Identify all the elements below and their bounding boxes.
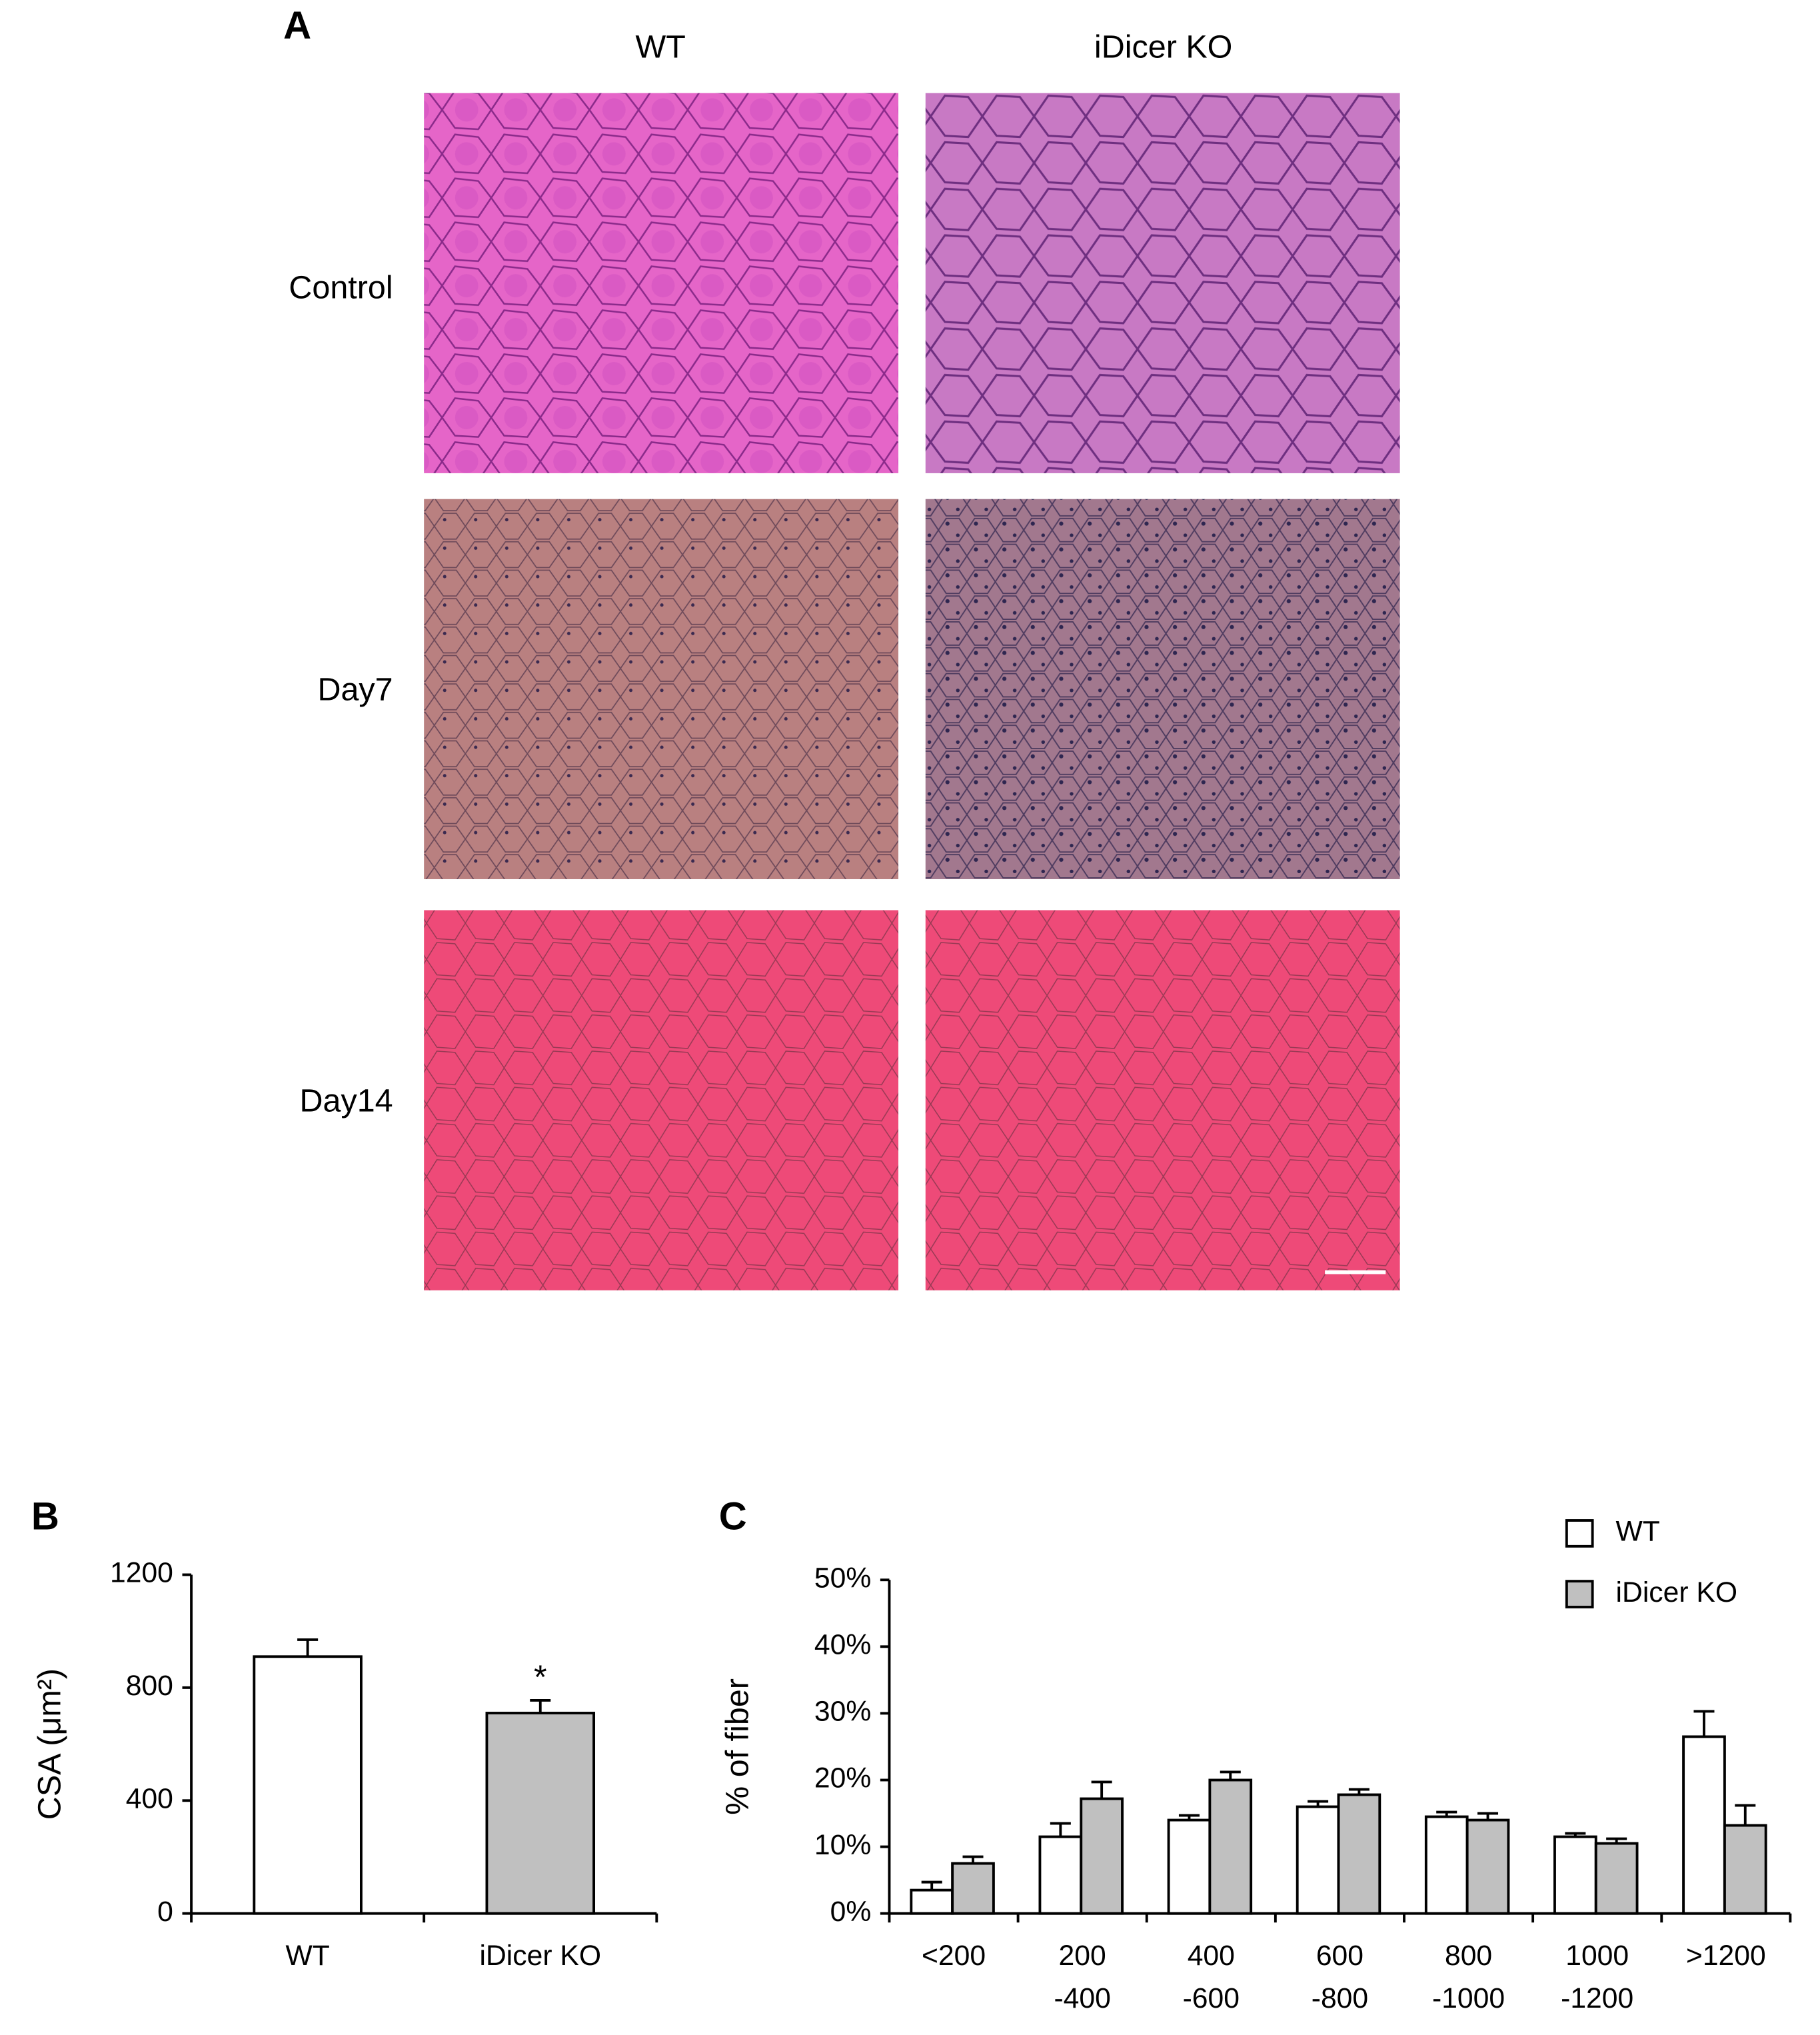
bar xyxy=(1424,1815,1469,1915)
panel-label: A xyxy=(283,4,311,47)
y-axis-label: % of fiber xyxy=(719,1678,755,1815)
x-tick-label: WT xyxy=(285,1940,329,1972)
legend-swatch xyxy=(1565,1519,1594,1548)
histology-image xyxy=(925,93,1400,473)
y-axis-label: CSA (μm²) xyxy=(31,1668,67,1820)
bar xyxy=(910,1888,954,1915)
bar xyxy=(1038,1835,1083,1915)
histology-image xyxy=(424,910,899,1290)
x-tick-label: 600 xyxy=(1316,1940,1364,1972)
column-label: WT xyxy=(635,29,685,65)
annotation: * xyxy=(534,1658,547,1696)
histology-image xyxy=(925,499,1400,879)
legend-label: iDicer KO xyxy=(1616,1576,1738,1608)
row-label: Day7 xyxy=(317,672,393,708)
y-tick-label: 800 xyxy=(126,1670,173,1702)
bar xyxy=(1337,1793,1381,1915)
x-tick-label: >1200 xyxy=(1686,1940,1766,1972)
legend-swatch xyxy=(1565,1580,1594,1608)
y-tick-label: 0 xyxy=(157,1896,173,1928)
x-tick-label: -800 xyxy=(1312,1982,1368,2014)
row-label: Control xyxy=(289,269,393,305)
bar xyxy=(1723,1824,1767,1915)
y-tick-label: 10% xyxy=(814,1829,871,1861)
y-tick-label: 20% xyxy=(814,1762,871,1794)
bar xyxy=(1167,1818,1212,1915)
bar xyxy=(485,1712,596,1915)
row-label: Day14 xyxy=(299,1082,393,1118)
y-tick-label: 1200 xyxy=(110,1557,173,1589)
bar xyxy=(1465,1818,1510,1915)
bar xyxy=(951,1862,995,1915)
y-tick-label: 0% xyxy=(830,1896,872,1928)
x-tick-label: -400 xyxy=(1054,1982,1110,2014)
y-tick-label: 40% xyxy=(814,1629,871,1661)
x-tick-label: -1200 xyxy=(1561,1982,1633,2014)
y-tick-label: 30% xyxy=(814,1696,871,1728)
y-tick-label: 50% xyxy=(814,1562,871,1594)
histology-image xyxy=(925,910,1400,1290)
x-tick-label: 800 xyxy=(1445,1940,1492,1972)
x-tick-label: -1000 xyxy=(1432,1982,1505,2014)
x-tick-label: 200 xyxy=(1059,1940,1106,1972)
legend-label: WT xyxy=(1616,1516,1660,1548)
bar xyxy=(1208,1778,1253,1915)
x-tick-label: 400 xyxy=(1188,1940,1235,1972)
x-tick-label: 1000 xyxy=(1565,1940,1629,1972)
panel-label: C xyxy=(719,1494,747,1538)
y-tick-label: 400 xyxy=(126,1783,173,1815)
histology-image xyxy=(424,93,899,473)
column-label: iDicer KO xyxy=(1094,29,1232,65)
bar xyxy=(253,1655,363,1915)
x-tick-label: <200 xyxy=(922,1940,986,1972)
bar xyxy=(1553,1835,1597,1915)
panel-label: B xyxy=(31,1494,59,1538)
bar xyxy=(1594,1842,1639,1915)
x-tick-label: -600 xyxy=(1183,1982,1240,2014)
bar xyxy=(1296,1805,1340,1915)
histology-image xyxy=(424,499,899,879)
bar xyxy=(1080,1797,1124,1915)
bar xyxy=(1682,1735,1726,1915)
x-tick-label: iDicer KO xyxy=(480,1940,602,1972)
